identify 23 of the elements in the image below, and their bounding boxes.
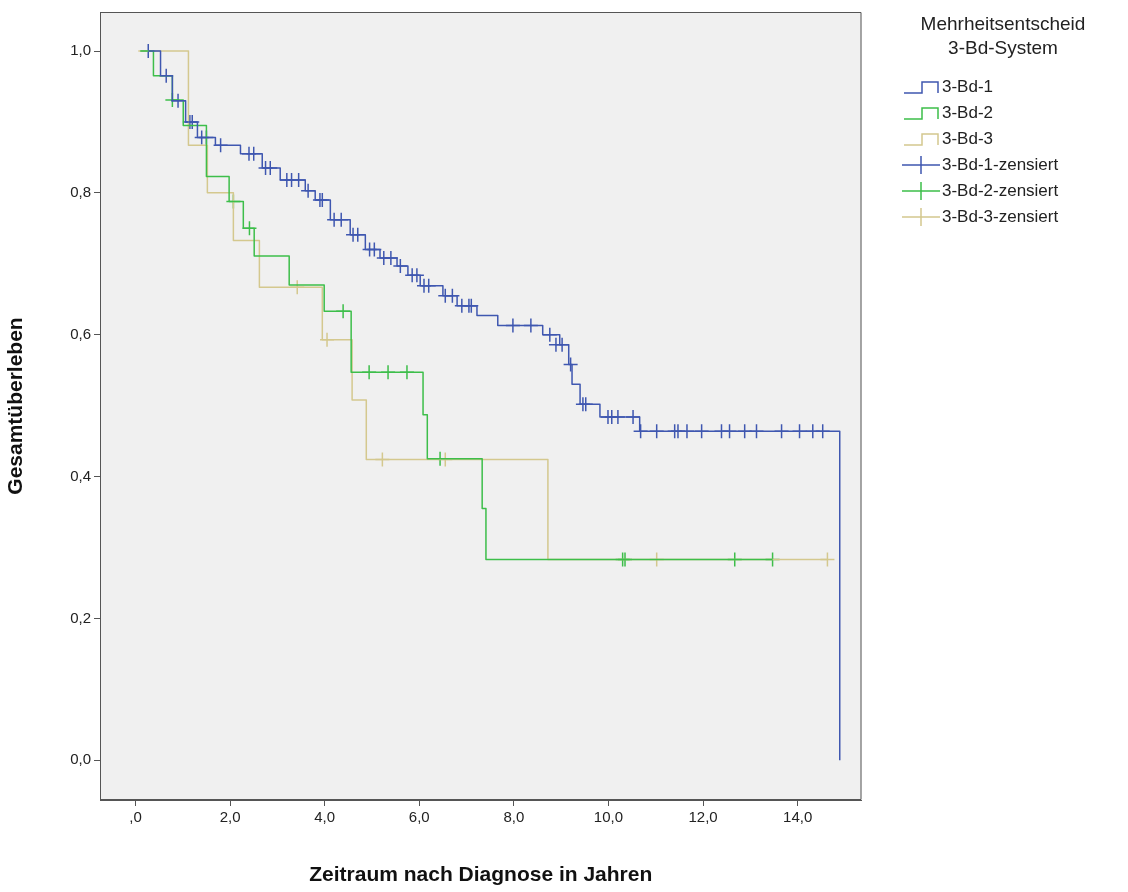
legend-title: Mehrheitsentscheid 3-Bd-System [919, 12, 1087, 60]
legend-label: 3-Bd-1 [942, 77, 994, 97]
legend-label: 3-Bd-3 [942, 129, 994, 149]
x-tick-label: 10,0 [593, 808, 624, 826]
y-tick-label: 0,4 [70, 466, 91, 484]
x-tick-label: ,0 [129, 808, 142, 826]
x-tick-label: 8,0 [503, 808, 525, 826]
y-tick-label: 0,2 [70, 608, 91, 626]
x-tick-label: 14,0 [783, 808, 813, 826]
y-axis-title: Gesamtüberleben [3, 317, 27, 495]
x-tick-label: 6,0 [408, 808, 430, 826]
y-tick-label: 1,0 [70, 41, 91, 59]
legend-label: 3-Bd-2-zensiert [942, 181, 1059, 201]
legend-label: 3-Bd-2 [942, 103, 994, 123]
y-tick-label: 0,8 [70, 183, 91, 200]
legend-label: 3-Bd-1-zensiert [942, 155, 1059, 175]
y-tick-label: 0,0 [70, 750, 91, 768]
x-tick-label: 12,0 [688, 808, 718, 826]
legend-label: 3-Bd-3-zensiert [942, 207, 1059, 227]
y-tick-label: 0,6 [70, 324, 91, 342]
x-axis-title: Zeitraum nach Diagnose in Jahren [309, 862, 653, 886]
x-tick-label: 2,0 [219, 808, 241, 826]
x-tick-label: 4,0 [314, 808, 336, 826]
